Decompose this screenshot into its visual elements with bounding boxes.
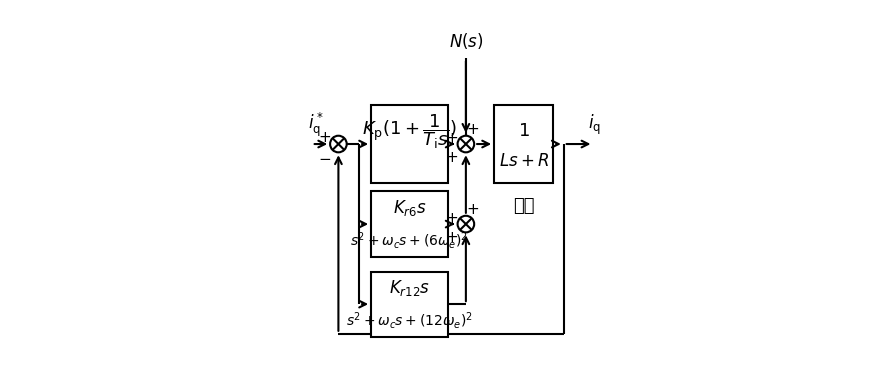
Text: +: + [466,202,479,217]
Text: $K_{\rm p}(1+\dfrac{1}{T_{\rm i}s})$: $K_{\rm p}(1+\dfrac{1}{T_{\rm i}s})$ [362,113,457,151]
Text: 电机: 电机 [513,197,534,215]
Text: +: + [446,211,458,226]
Text: +: + [319,130,331,145]
Text: +: + [446,230,458,245]
Circle shape [457,216,474,233]
Bar [494,105,554,182]
Text: $-$: $-$ [318,150,331,165]
Bar [371,105,448,182]
Text: +: + [446,131,458,146]
Circle shape [330,136,347,152]
Text: $K_{r12}s$: $K_{r12}s$ [389,278,430,298]
Bar [371,271,448,337]
Text: $N(s)$: $N(s)$ [449,31,483,51]
Text: $s^2+\omega_c s+(6\omega_e)^2$: $s^2+\omega_c s+(6\omega_e)^2$ [351,230,469,251]
Text: $K_{r6}s$: $K_{r6}s$ [393,198,426,218]
Text: $Ls+R$: $Ls+R$ [499,153,549,170]
Text: $i_{\rm q}$: $i_{\rm q}$ [588,113,600,137]
Circle shape [457,136,474,152]
Text: $1$: $1$ [517,122,530,140]
Bar [371,191,448,257]
Text: +: + [446,150,458,165]
Text: $s^2+\omega_c s+(12\omega_e)^2$: $s^2+\omega_c s+(12\omega_e)^2$ [346,310,473,331]
Text: +: + [466,122,479,137]
Text: $i_{\rm q}^*$: $i_{\rm q}^*$ [308,110,323,139]
